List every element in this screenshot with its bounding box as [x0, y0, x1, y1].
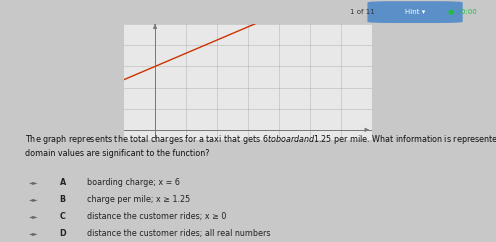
Text: ◄►: ◄►	[29, 214, 39, 219]
Text: Hint ▾: Hint ▾	[405, 9, 425, 15]
Text: distance the customer rides; all real numbers: distance the customer rides; all real nu…	[86, 229, 270, 238]
Text: C: C	[60, 212, 65, 221]
Text: charge per mile; x ≥ 1.25: charge per mile; x ≥ 1.25	[86, 195, 190, 204]
Text: ◄►: ◄►	[29, 197, 39, 202]
Text: 1 of 11: 1 of 11	[350, 9, 375, 15]
Text: The graph represents the total charges for a taxi that gets $6 to board and $1.2: The graph represents the total charges f…	[25, 133, 496, 158]
Text: boarding charge; x = 6: boarding charge; x = 6	[86, 178, 180, 187]
Text: D: D	[60, 229, 66, 238]
Text: ● 00:00: ● 00:00	[448, 9, 477, 15]
Text: distance the customer rides; x ≥ 0: distance the customer rides; x ≥ 0	[86, 212, 226, 221]
Text: B: B	[60, 195, 66, 204]
Text: A: A	[60, 178, 66, 187]
Text: ◄►: ◄►	[29, 180, 39, 185]
Text: ◄►: ◄►	[29, 231, 39, 236]
FancyBboxPatch shape	[368, 1, 463, 23]
